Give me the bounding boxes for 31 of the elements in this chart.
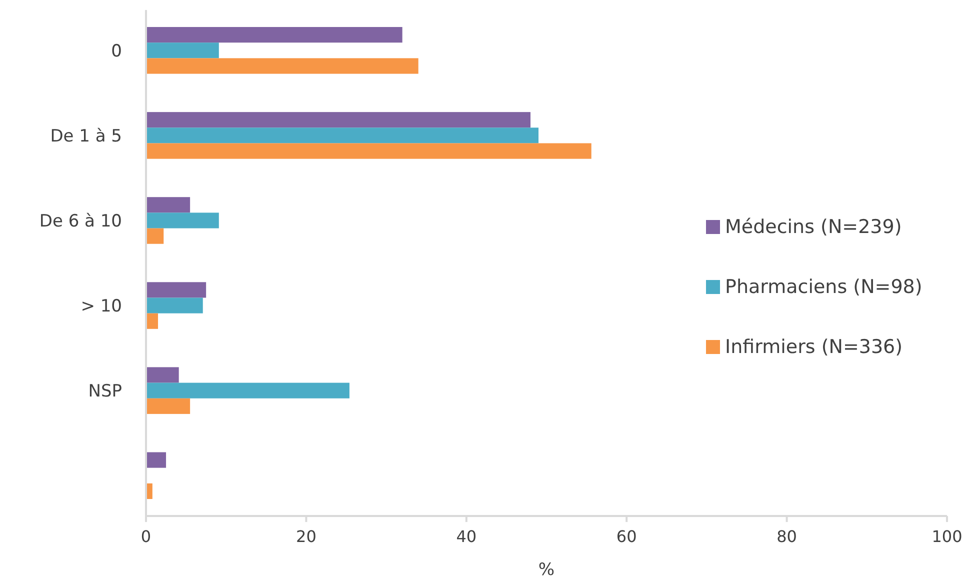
x-tick-label: 0 xyxy=(140,527,152,546)
x-tick-label: 80 xyxy=(776,527,797,546)
bar xyxy=(146,367,179,383)
bar xyxy=(146,282,206,298)
bar xyxy=(146,58,418,74)
bar xyxy=(146,228,164,244)
legend-label: Infirmiers (N=336) xyxy=(725,336,903,358)
x-tick-label: 60 xyxy=(616,527,637,546)
y-tick-label: NSP xyxy=(88,382,122,402)
bar xyxy=(146,42,219,58)
x-tick-label: 20 xyxy=(296,527,316,546)
bar xyxy=(146,382,350,398)
bar xyxy=(146,452,166,468)
y-tick-label: > 10 xyxy=(80,296,122,317)
bar xyxy=(146,197,190,213)
x-tick-label: 40 xyxy=(456,527,477,546)
bar xyxy=(146,112,530,128)
y-tick-label: 0 xyxy=(111,41,122,62)
bar xyxy=(146,398,190,414)
x-tick-label: 100 xyxy=(932,527,962,546)
y-tick-label: De 6 à 10 xyxy=(39,211,122,232)
legend-label: Médecins (N=239) xyxy=(725,216,902,238)
y-tick-label: De 1 à 5 xyxy=(50,126,122,146)
bar xyxy=(146,27,402,43)
bar xyxy=(146,298,203,314)
bar xyxy=(146,313,158,329)
bar xyxy=(146,128,538,144)
legend-label: Pharmaciens (N=98) xyxy=(725,276,922,298)
x-axis-title: % xyxy=(538,560,555,577)
bar xyxy=(146,143,592,159)
bar xyxy=(146,212,219,228)
